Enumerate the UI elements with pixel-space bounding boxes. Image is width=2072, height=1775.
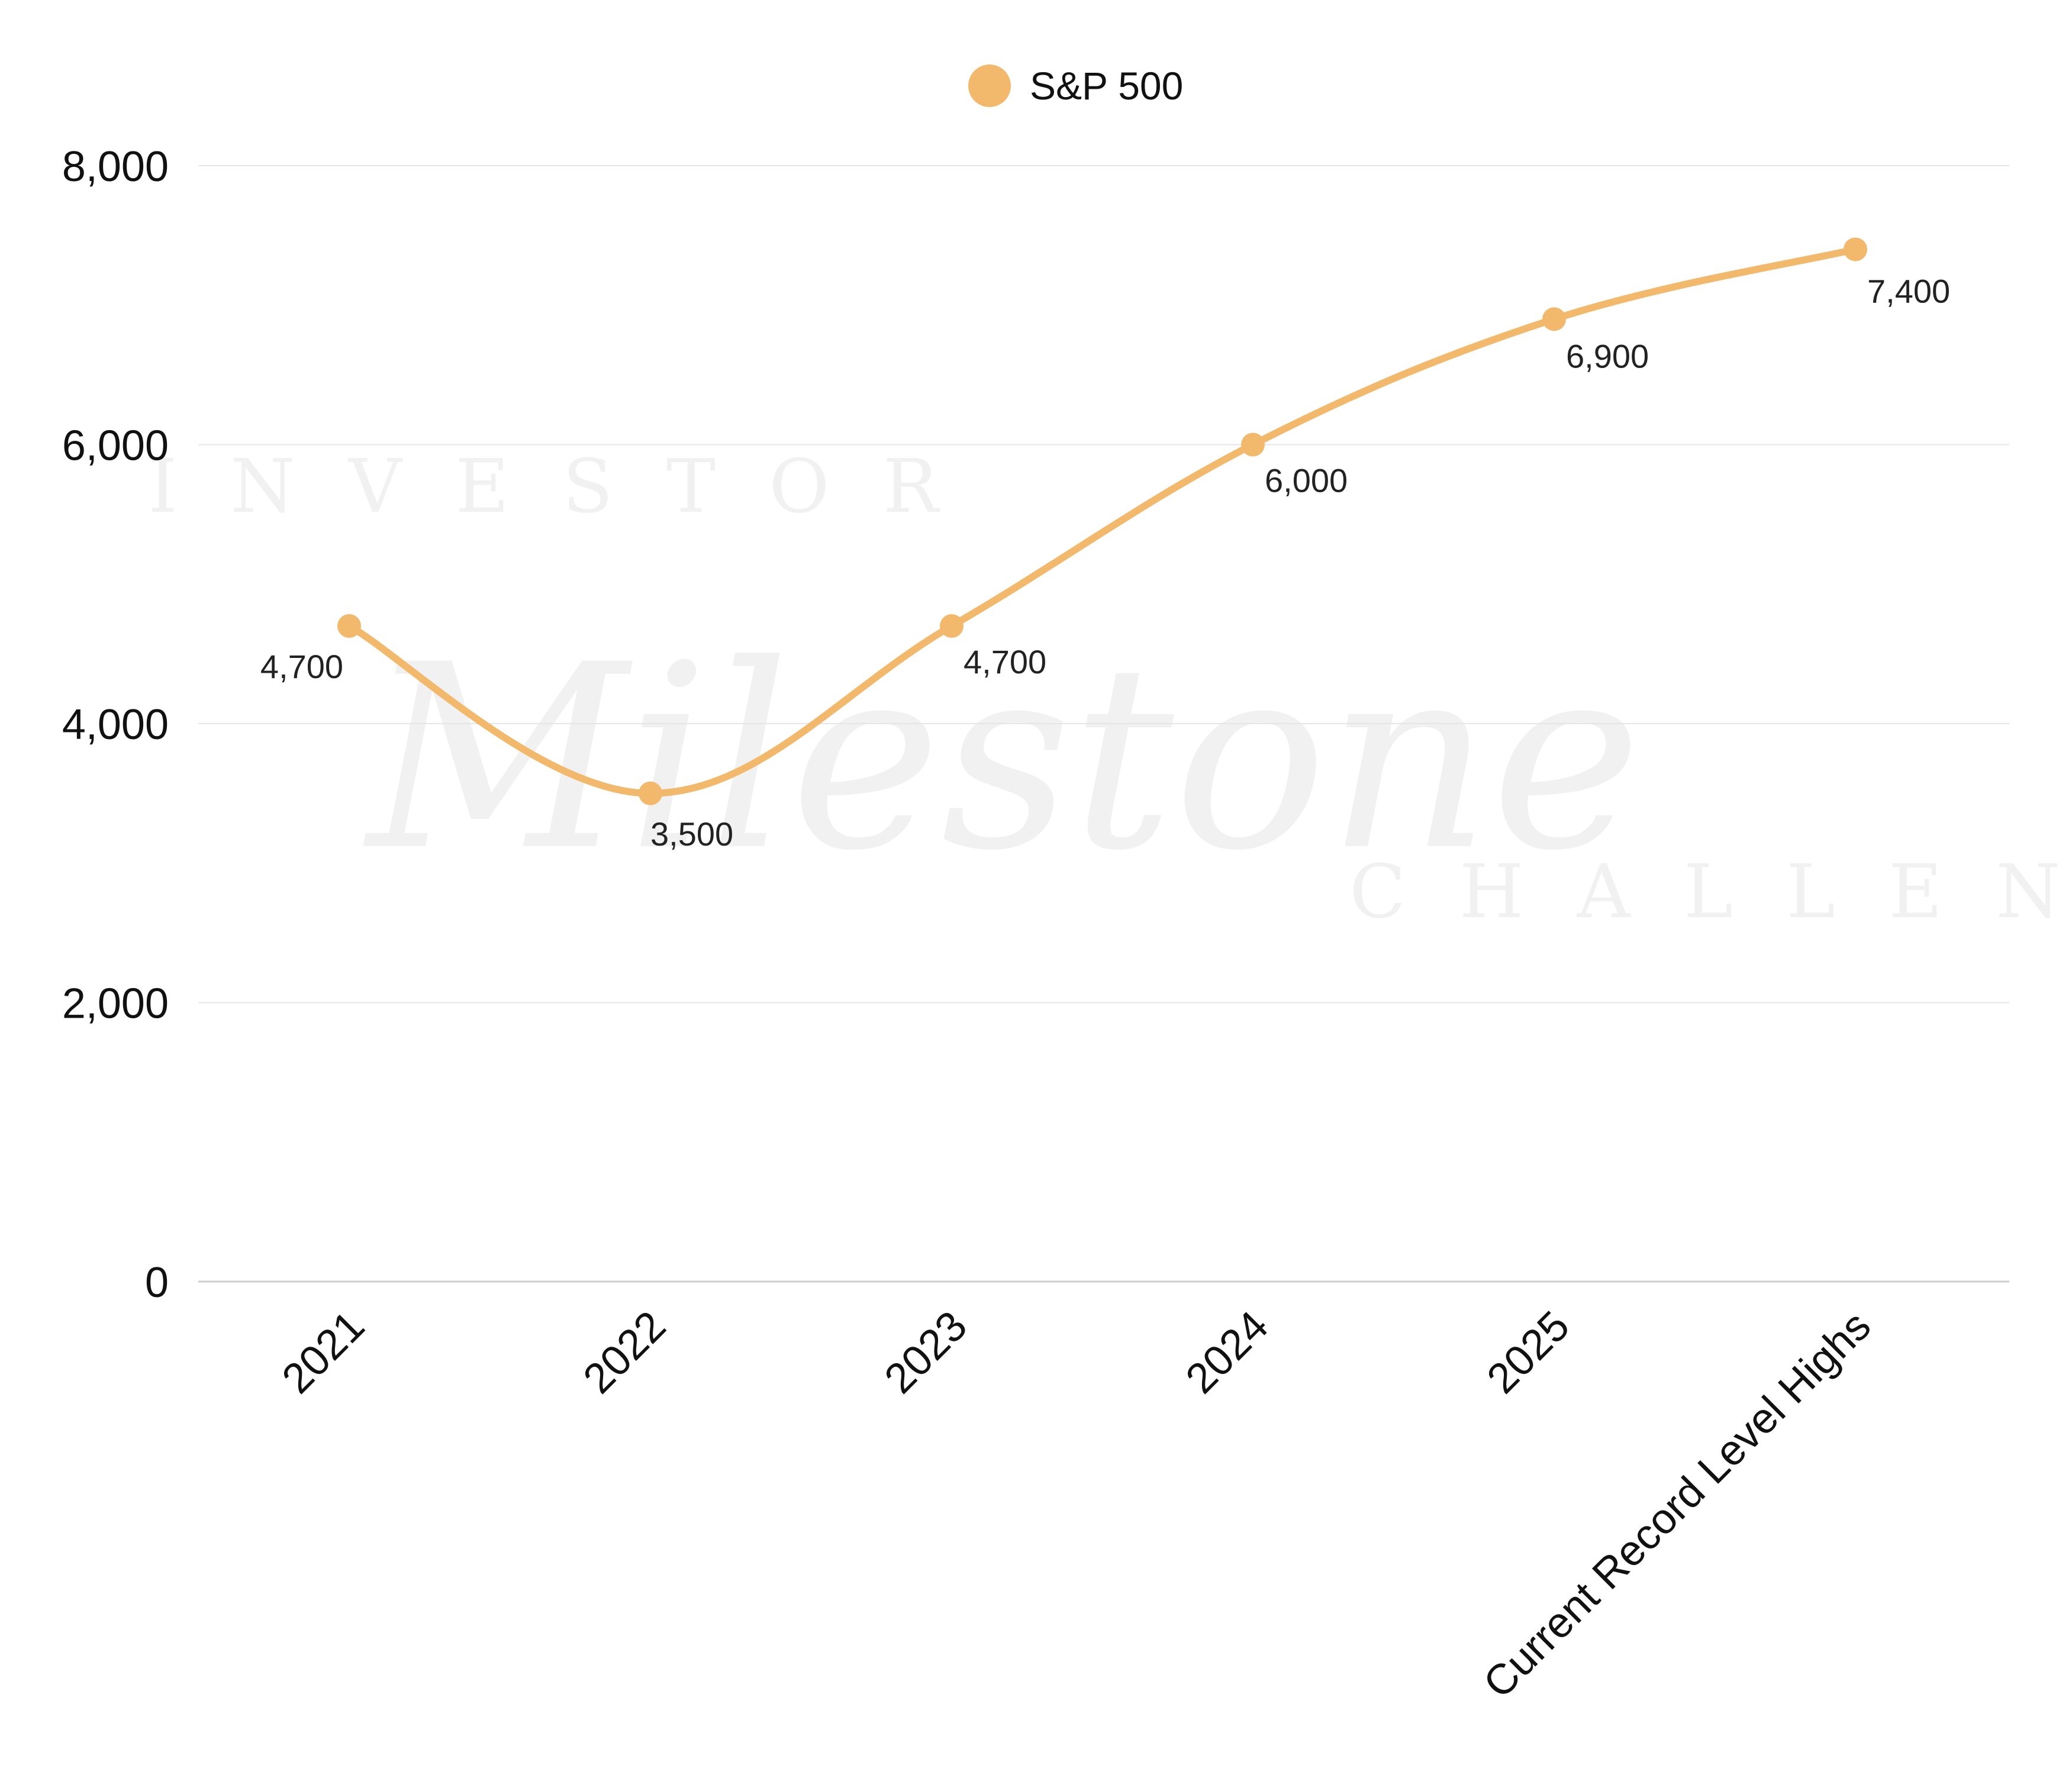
series-line — [346, 246, 1859, 797]
data-label: 4,700 — [260, 648, 343, 685]
y-tick-label: 8,000 — [62, 143, 169, 191]
x-tick-label: 2024 — [1177, 1302, 1277, 1403]
watermark-top-word: INVESTOR — [148, 444, 992, 530]
y-tick-label: 6,000 — [62, 422, 169, 470]
data-label: 6,000 — [1265, 462, 1348, 499]
watermark-script-word: Milestone — [363, 611, 1641, 906]
x-tick-label: 2025 — [1478, 1302, 1578, 1403]
data-label: 7,400 — [1867, 272, 1950, 309]
series-sp500 — [337, 237, 1867, 805]
grid-lines — [198, 165, 2009, 1283]
data-label: 3,500 — [650, 815, 733, 853]
y-tick-label: 4,000 — [62, 701, 169, 748]
y-tick-labels: 0 2,000 4,000 6,000 8,000 — [62, 143, 169, 1306]
data-label: 4,700 — [964, 643, 1046, 680]
data-label: 6,900 — [1566, 337, 1649, 375]
data-point — [1542, 307, 1566, 331]
data-point — [940, 614, 964, 638]
y-tick-label: 0 — [145, 1259, 169, 1306]
x-tick-label: 2023 — [875, 1302, 976, 1403]
legend: S&P 500 — [968, 64, 1183, 108]
data-labels: 4,700 3,500 4,700 6,000 6,900 7,400 — [260, 272, 1950, 852]
legend-marker — [968, 64, 1011, 107]
data-point — [639, 781, 662, 805]
x-tick-label: 2021 — [273, 1302, 373, 1403]
watermark: INVESTOR Milestone CHALLENGE — [148, 444, 2072, 935]
x-tick-label: 2022 — [574, 1302, 675, 1403]
y-tick-label: 2,000 — [62, 980, 169, 1028]
data-point — [1241, 433, 1265, 457]
watermark-bottom-word: CHALLENGE — [1349, 849, 2072, 935]
data-point — [337, 614, 361, 638]
data-point — [1844, 237, 1867, 262]
legend-label: S&P 500 — [1030, 64, 1183, 108]
